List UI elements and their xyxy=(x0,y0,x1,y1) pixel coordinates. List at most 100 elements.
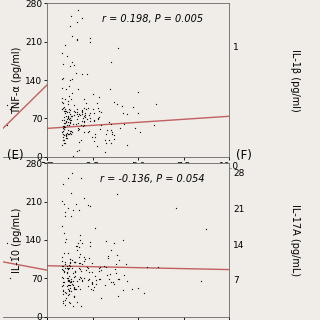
Point xyxy=(110,279,116,284)
Point xyxy=(124,142,129,147)
Point xyxy=(105,256,110,261)
Point xyxy=(93,132,98,137)
Point xyxy=(68,128,73,133)
Point xyxy=(75,149,80,154)
Point xyxy=(76,148,81,153)
Point xyxy=(60,118,65,123)
Point xyxy=(82,257,87,262)
Point xyxy=(111,241,116,246)
Point xyxy=(77,112,82,117)
Point xyxy=(5,240,10,245)
X-axis label: MiR-34a expression: MiR-34a expression xyxy=(90,173,186,184)
Point xyxy=(62,261,68,266)
Point xyxy=(141,290,147,295)
Point xyxy=(109,140,114,145)
Point xyxy=(103,264,108,269)
Point xyxy=(64,283,69,288)
Point xyxy=(61,126,67,131)
Point xyxy=(64,109,69,114)
Point xyxy=(63,42,68,47)
Point xyxy=(95,117,100,122)
Point xyxy=(77,237,83,243)
Point xyxy=(116,276,121,282)
Point xyxy=(65,205,70,211)
Point xyxy=(93,282,99,287)
Point xyxy=(108,128,114,133)
Point xyxy=(60,292,65,297)
Point xyxy=(80,107,85,112)
Point xyxy=(88,240,93,245)
Point xyxy=(79,278,84,283)
Point xyxy=(60,282,66,287)
Point xyxy=(60,299,65,304)
Point xyxy=(62,121,68,126)
Text: (F): (F) xyxy=(236,148,252,162)
Point xyxy=(61,138,67,143)
Point xyxy=(67,282,72,287)
Point xyxy=(93,225,98,230)
Text: IL-1β (pg/ml): IL-1β (pg/ml) xyxy=(290,49,300,111)
Point xyxy=(109,121,114,126)
Point xyxy=(108,280,113,285)
Point xyxy=(106,276,111,282)
Point xyxy=(60,124,65,129)
Point xyxy=(154,102,159,107)
Point xyxy=(4,102,9,108)
Point xyxy=(87,270,92,275)
Text: r = 0.198, P = 0.005: r = 0.198, P = 0.005 xyxy=(102,14,203,24)
Point xyxy=(71,259,76,264)
Point xyxy=(84,106,89,111)
Point xyxy=(65,117,70,122)
Point xyxy=(60,276,66,281)
Point xyxy=(65,277,70,282)
Point xyxy=(67,112,72,117)
Point xyxy=(71,293,76,299)
Point xyxy=(76,265,82,270)
Point xyxy=(136,90,141,95)
Point xyxy=(111,281,116,286)
Point xyxy=(68,278,73,284)
Point xyxy=(96,265,101,270)
Point xyxy=(67,109,72,114)
Point xyxy=(136,285,141,290)
Point xyxy=(65,128,70,133)
Point xyxy=(115,293,120,298)
Point xyxy=(120,237,125,242)
Point xyxy=(88,244,93,249)
Point xyxy=(61,129,66,134)
Point xyxy=(92,134,97,139)
Point xyxy=(73,286,78,292)
Point xyxy=(66,278,71,283)
Point xyxy=(79,303,84,308)
Point xyxy=(66,83,71,88)
Point xyxy=(72,109,77,114)
Point xyxy=(81,122,86,127)
Point xyxy=(61,123,66,128)
Point xyxy=(85,106,91,111)
Point xyxy=(66,267,71,272)
Point xyxy=(78,175,83,180)
Point xyxy=(66,122,71,127)
Point xyxy=(80,116,85,121)
Point xyxy=(68,118,73,123)
Point xyxy=(68,96,74,101)
Point xyxy=(74,20,79,25)
Point xyxy=(88,118,93,124)
Point xyxy=(68,129,73,134)
Point xyxy=(67,120,72,125)
Point xyxy=(89,279,94,284)
Point xyxy=(63,107,68,112)
Point xyxy=(62,126,67,131)
Point xyxy=(79,108,84,114)
Point xyxy=(60,264,65,269)
Point xyxy=(67,132,72,137)
Point xyxy=(59,130,64,135)
Point xyxy=(71,153,76,158)
Point xyxy=(69,281,74,286)
Point xyxy=(66,113,71,118)
Point xyxy=(64,86,69,92)
Point xyxy=(99,109,104,115)
Point xyxy=(81,114,86,119)
Point xyxy=(66,266,71,271)
Text: (B): (B) xyxy=(7,0,24,2)
